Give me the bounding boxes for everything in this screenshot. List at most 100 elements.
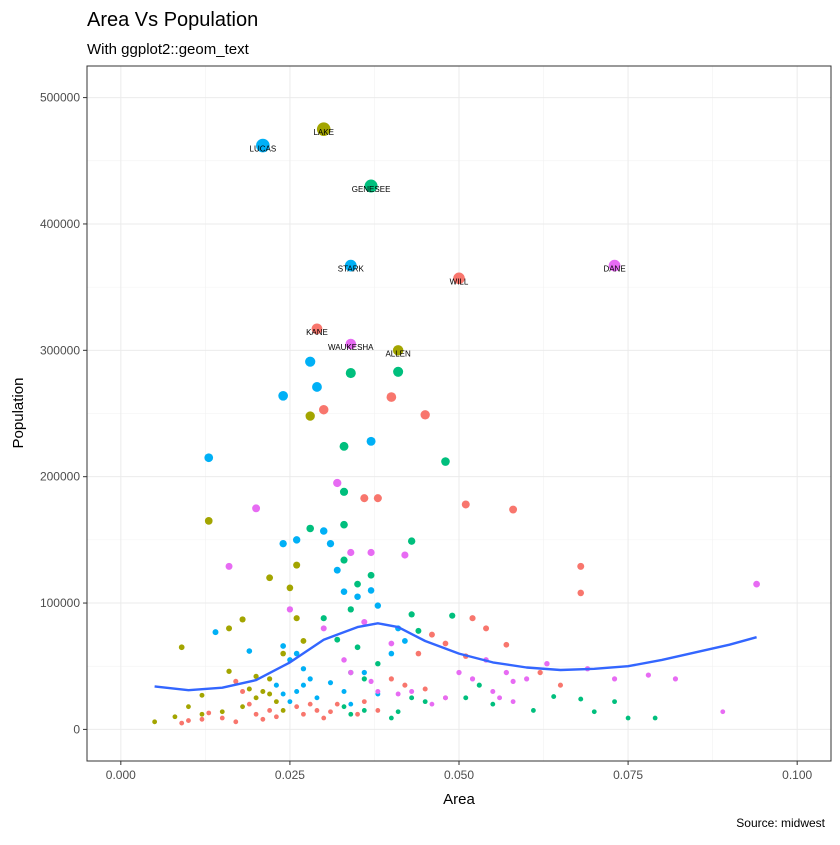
data-point-wi — [524, 676, 530, 682]
y-tick-label: 200000 — [40, 470, 80, 484]
data-point-labeled — [345, 338, 357, 350]
data-point-mi — [340, 556, 348, 564]
data-point-mi — [625, 715, 631, 721]
data-point-in — [199, 692, 205, 698]
data-point-il — [321, 715, 327, 721]
data-point-mi — [306, 524, 314, 533]
data-point-mi — [441, 457, 450, 466]
data-point-in — [253, 695, 259, 701]
data-point-mi — [407, 537, 416, 545]
data-point-in — [293, 561, 301, 569]
data-point-oh — [246, 648, 253, 654]
data-point-oh — [374, 602, 382, 609]
data-point-oh — [366, 436, 376, 446]
data-point-il — [267, 708, 273, 713]
data-point-il — [557, 682, 564, 688]
data-point-in — [219, 709, 225, 715]
data-point-labeled — [392, 345, 404, 356]
data-point-mi — [361, 708, 367, 713]
y-tick-label: 500000 — [40, 91, 80, 105]
data-point-mi — [339, 487, 349, 496]
x-tick-label: 0.000 — [106, 768, 136, 782]
data-point-in — [305, 411, 315, 421]
x-tick-label: 0.075 — [613, 768, 643, 782]
data-point-wi — [645, 672, 652, 678]
x-axis-ticks: 0.000 0.025 0.050 0.075 0.100 — [106, 761, 813, 782]
data-point-il — [386, 392, 397, 402]
data-point-mi — [347, 606, 354, 613]
data-point-oh — [401, 638, 408, 644]
data-point-il — [422, 686, 428, 692]
data-point-wi — [347, 548, 355, 557]
data-point-il — [420, 410, 430, 420]
data-point-oh — [348, 701, 354, 707]
data-point-il — [318, 404, 329, 415]
y-tick-label: 0 — [73, 722, 80, 736]
data-point-il — [314, 708, 320, 713]
point-label-waukesha: WAUKESHA — [328, 343, 374, 352]
data-point-oh — [307, 676, 313, 682]
data-point-mi — [551, 694, 557, 700]
data-point-il — [219, 715, 225, 721]
data-point-il — [388, 676, 394, 682]
y-tick-label: 300000 — [40, 343, 80, 357]
data-point-wi — [503, 669, 509, 676]
point-label-lucas: LUCAS — [250, 145, 277, 154]
data-point-in — [293, 615, 300, 622]
data-point-mi — [375, 660, 381, 667]
data-point-wi — [456, 669, 462, 676]
data-point-oh — [280, 691, 286, 697]
data-point-oh — [319, 527, 328, 535]
y-axis-ticks: 0 100000 200000 300000 400000 500000 — [40, 91, 87, 736]
chart-title: Area Vs Population — [87, 9, 258, 31]
data-point-wi — [510, 678, 516, 684]
major-grid — [87, 66, 831, 761]
point-label-kane: KANE — [306, 328, 328, 337]
data-point-il — [509, 505, 518, 514]
data-point-in — [226, 625, 233, 632]
data-point-oh — [341, 689, 347, 694]
data-point-il — [537, 669, 543, 676]
data-point-oh — [300, 682, 306, 688]
data-point-mi — [422, 699, 428, 705]
data-point-il — [301, 711, 306, 717]
data-point-il — [577, 562, 585, 570]
data-point-wi — [510, 699, 516, 705]
data-point-mi — [345, 368, 356, 379]
y-tick-label: 100000 — [40, 596, 80, 610]
data-point-oh — [278, 390, 288, 401]
point-label-dane: DANE — [603, 265, 625, 274]
data-point-il — [361, 699, 367, 705]
data-point-mi — [367, 571, 375, 579]
data-point-wi — [401, 551, 409, 559]
data-point-wi — [333, 478, 342, 488]
data-point-mi — [320, 615, 327, 622]
point-label-genesee: GENESEE — [352, 185, 391, 194]
data-point-in — [273, 699, 279, 705]
data-point-oh — [279, 539, 287, 548]
data-point-mi — [354, 580, 361, 588]
data-point-il — [355, 711, 360, 717]
smooth-layer — [154, 622, 757, 692]
y-tick-label: 400000 — [40, 217, 80, 231]
data-point-oh — [312, 382, 322, 392]
data-point-in — [246, 686, 252, 692]
data-point-il — [186, 718, 191, 723]
data-point-il — [577, 589, 585, 597]
data-point-il — [428, 631, 435, 638]
data-point-wi — [368, 678, 374, 684]
data-point-mi — [340, 520, 348, 529]
data-point-il — [253, 711, 259, 717]
data-point-in — [267, 676, 273, 682]
data-point-oh — [354, 593, 361, 600]
data-point-oh — [294, 689, 300, 694]
data-point-in — [240, 704, 245, 710]
data-point-labeled — [256, 138, 270, 153]
data-point-il — [260, 716, 266, 722]
data-point-mi — [354, 644, 361, 651]
data-point-in — [178, 644, 185, 651]
data-point-wi — [286, 606, 294, 613]
